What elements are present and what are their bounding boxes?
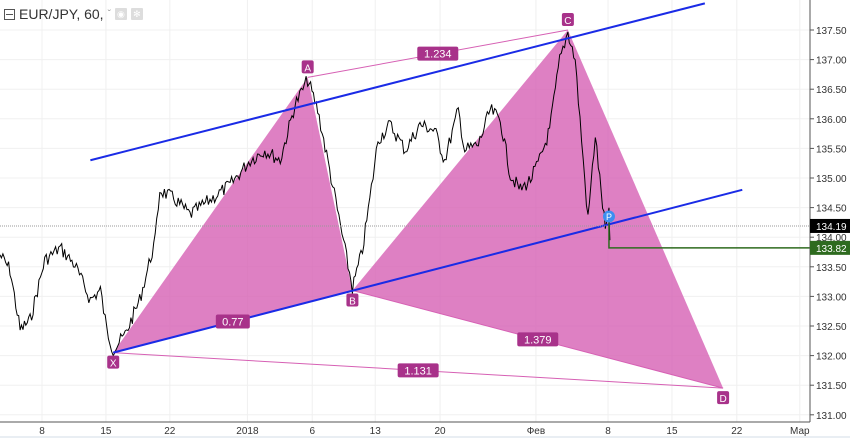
ratio-label-bg [397, 363, 439, 378]
y-tick-label: 134.00 [816, 233, 847, 244]
marker-point [602, 210, 615, 223]
pattern-point-label: B [349, 296, 356, 307]
y-tick-label: 137.50 [816, 26, 847, 37]
pattern-point-label: C [564, 16, 571, 27]
x-tick-label: 22 [731, 426, 743, 437]
bottom-bar [0, 436, 850, 438]
collapse-icon[interactable] [4, 8, 15, 20]
y-tick-label: 135.00 [816, 174, 847, 185]
x-tick-label: 20 [435, 426, 447, 437]
y-tick-label: 135.50 [816, 144, 847, 155]
ratio-label: 1.379 [524, 334, 552, 346]
ratio-label-bg [215, 314, 250, 329]
chart-header: EUR/JPY, 60, ˇ ◉ ✻ [4, 6, 143, 22]
ratio-label: 1.234 [424, 49, 452, 61]
y-tick-label: 136.00 [816, 115, 847, 126]
pattern-triangle [113, 77, 353, 353]
y-tick-label: 134.50 [816, 204, 847, 215]
marker-label: P [606, 212, 612, 222]
pattern-point-bg [301, 60, 314, 74]
pattern-point-bg [561, 13, 574, 26]
last-price-label: 134.19 [816, 222, 847, 233]
y-tick-label: 131.00 [816, 411, 847, 422]
pattern-point-label: A [304, 63, 311, 74]
trend-line [90, 2, 706, 162]
x-tick-label: 6 [309, 426, 315, 437]
last-price-badge [810, 218, 850, 233]
y-tick-label: 132.00 [816, 352, 847, 363]
x-tick-label: Фев [527, 426, 545, 437]
y-tick-label: 137.00 [816, 56, 847, 67]
gear-icon[interactable]: ✻ [130, 8, 143, 20]
x-tick-label: Мар [790, 426, 810, 437]
eye-icon[interactable]: ◉ [114, 8, 127, 20]
x-tick-label: 22 [164, 426, 176, 437]
pattern-triangle [352, 30, 724, 389]
chevron-down-icon[interactable]: ˇ [107, 8, 111, 20]
x-tick-label: 15 [666, 426, 678, 437]
ratio-label: 0.77 [222, 317, 243, 329]
price-line [0, 31, 611, 357]
x-tick-label: 15 [100, 426, 112, 437]
pattern-point-label: X [110, 359, 117, 370]
y-tick-label: 131.50 [816, 381, 847, 392]
x-tick-label: 8 [39, 426, 45, 437]
x-tick-label: 8 [605, 426, 611, 437]
target-price-badge [810, 240, 850, 255]
ratio-label-bg [417, 46, 459, 61]
target-price-label: 133.82 [816, 244, 847, 255]
y-tick-label: 136.50 [816, 85, 847, 96]
pattern-point-label: D [719, 394, 726, 405]
symbol-label: EUR/JPY, 60, [19, 6, 104, 22]
ratio-label: 1.131 [404, 365, 432, 377]
target-line [608, 216, 810, 249]
y-tick-label: 133.50 [816, 263, 847, 274]
x-tick-label: 2018 [236, 426, 259, 437]
y-tick-label: 132.50 [816, 322, 847, 333]
pattern-point-bg [346, 293, 359, 307]
pattern-point-bg [717, 391, 730, 405]
x-tick-label: 13 [370, 426, 382, 437]
y-tick-label: 133.00 [816, 292, 847, 303]
ratio-label-bg [517, 332, 559, 347]
pattern-point-bg [107, 355, 120, 369]
